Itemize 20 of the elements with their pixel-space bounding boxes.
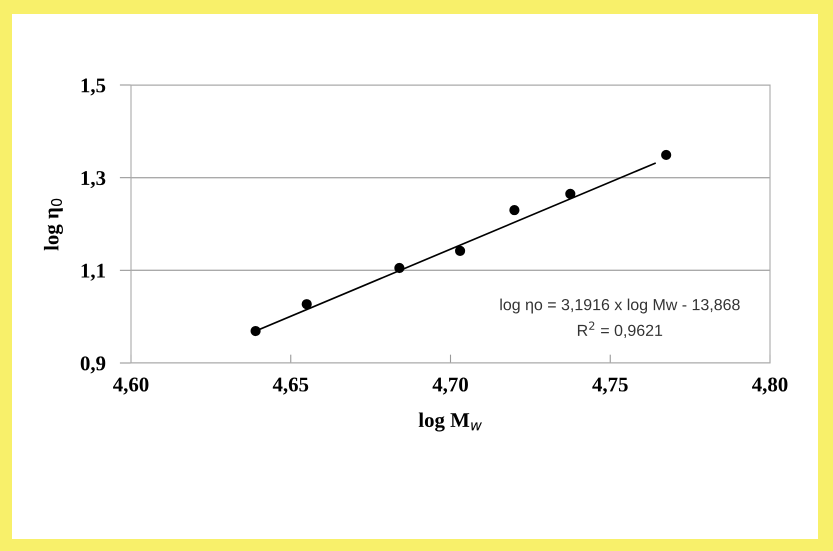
x-axis-title: log M$_{w}$ <box>418 412 482 432</box>
x-tick-label: 4,75 <box>592 378 628 395</box>
point <box>250 326 261 336</box>
point <box>302 299 312 310</box>
y-axis-title: log η$_{0}$ <box>44 198 63 250</box>
x-tick-label: 4,80 <box>752 377 788 395</box>
x-tick-label: 4,60 <box>113 377 148 395</box>
point <box>565 188 576 199</box>
y-tick-label: 1,1 <box>82 264 105 281</box>
point <box>455 246 466 256</box>
y-tick-label: 0,9 <box>80 356 106 374</box>
annotation: R$^{2}$ = 0,9621 <box>578 321 662 338</box>
x-tick-label: 4,70 <box>432 377 468 395</box>
y-tick-label: 1,5 <box>82 78 106 96</box>
annotation: log ηo = 3,1916 x log Mw - 13,868 <box>500 298 740 314</box>
y-tick-label: 1,3 <box>82 171 106 188</box>
x-tick-label: 4,65 <box>272 378 308 395</box>
point <box>661 150 672 160</box>
point <box>509 205 520 216</box>
point <box>394 262 404 274</box>
